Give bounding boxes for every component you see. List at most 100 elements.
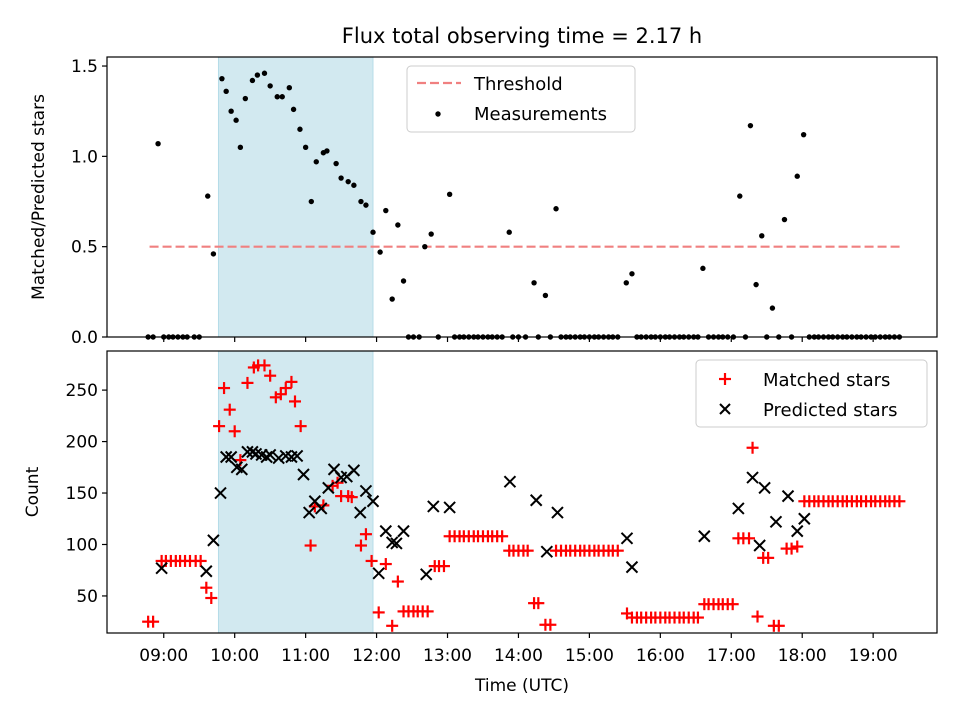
measurement-point bbox=[237, 144, 244, 151]
top-y-tick-label: 1.5 bbox=[71, 57, 98, 77]
top-legend: Threshold Measurements bbox=[406, 65, 636, 133]
measurement-point bbox=[308, 198, 315, 205]
matched-star-point bbox=[218, 382, 231, 395]
predicted-star-point bbox=[315, 502, 328, 515]
x-tick-label: 19:00 bbox=[849, 646, 898, 666]
x-tick-label: 13:00 bbox=[423, 646, 472, 666]
x-tick-label: 10:00 bbox=[210, 646, 259, 666]
predicted-star-point bbox=[791, 524, 804, 538]
matched-star-point bbox=[264, 369, 277, 382]
measurement-point bbox=[274, 94, 280, 100]
measurement-point bbox=[400, 278, 407, 284]
matched-star-point bbox=[194, 554, 207, 567]
predicted-star-point bbox=[354, 506, 367, 519]
matched-star-point bbox=[359, 528, 372, 541]
bottom-y-axis: 50 100 150 200 250 bbox=[66, 381, 107, 607]
predicted-star-point bbox=[347, 464, 361, 477]
bottom-x-axis: 09:00 10:00 11:00 12:00 13:00 14:00 15:00 16:00… bbox=[139, 633, 898, 666]
matched-star-point bbox=[532, 597, 545, 610]
predicted-star-point bbox=[246, 445, 259, 459]
matched-star-point bbox=[772, 619, 785, 632]
measurement-point bbox=[333, 160, 339, 167]
measurement-point bbox=[553, 206, 559, 212]
matched-star-point bbox=[279, 382, 292, 395]
bottom-legend-box bbox=[695, 359, 928, 428]
bottom-y-tick-label: 100 bbox=[66, 535, 98, 555]
measurement-point bbox=[267, 83, 273, 89]
top-y-tick-label: 0.0 bbox=[71, 328, 98, 348]
predicted-star-point bbox=[219, 450, 233, 464]
measurement-point bbox=[261, 70, 268, 76]
bottom-y-axis-label: Count bbox=[23, 466, 43, 517]
measurement-point bbox=[358, 198, 364, 205]
predicted-star-point bbox=[781, 489, 795, 503]
predicted-star-point bbox=[769, 515, 783, 529]
measurement-point bbox=[377, 249, 383, 255]
matched-star-point bbox=[285, 375, 298, 388]
measurement-point bbox=[313, 159, 319, 165]
predicted-star-point bbox=[260, 450, 273, 464]
predicted-star-point bbox=[758, 481, 771, 495]
matched-star-point bbox=[241, 376, 254, 389]
matched-star-point bbox=[421, 605, 434, 618]
measurement-point bbox=[338, 175, 344, 181]
measurement-point bbox=[623, 280, 629, 286]
matched-star-point bbox=[391, 575, 404, 588]
matched-star-point bbox=[893, 495, 906, 508]
measurement-point bbox=[345, 178, 351, 185]
legend-predicted-label: Predicted stars bbox=[763, 400, 897, 421]
measurement-point bbox=[205, 193, 211, 199]
measurement-point bbox=[395, 222, 401, 228]
top-y-tick-label: 0.5 bbox=[71, 238, 98, 258]
measurement-point bbox=[242, 95, 249, 102]
matched-star-point bbox=[743, 532, 756, 545]
matched-star-point bbox=[345, 491, 358, 504]
top-x-axis bbox=[163, 337, 874, 342]
predicted-star-point bbox=[397, 524, 410, 538]
predicted-star-point bbox=[732, 502, 745, 515]
measurement-point bbox=[531, 280, 537, 286]
top-panel: 0.0 0.5 1.0 1.5 Matched/Predicted stars Thr… bbox=[29, 56, 938, 348]
measurement-point bbox=[223, 88, 229, 95]
predicted-star-point bbox=[207, 534, 220, 547]
measurement-point bbox=[747, 122, 754, 129]
predicted-star-point bbox=[302, 506, 316, 519]
measurement-point bbox=[629, 271, 635, 277]
legend-threshold-label: Threshold bbox=[473, 74, 563, 95]
matched-star-point bbox=[365, 554, 378, 567]
matched-star-point bbox=[691, 611, 704, 624]
measurement-point bbox=[210, 251, 217, 257]
measurement-point bbox=[769, 305, 776, 311]
x-tick-label: 18:00 bbox=[778, 646, 827, 666]
matched-star-point bbox=[726, 598, 739, 611]
x-tick-label: 16:00 bbox=[636, 646, 685, 666]
top-y-axis-label: Matched/Predicted stars bbox=[29, 94, 49, 300]
x-tick-label: 17:00 bbox=[707, 646, 756, 666]
measurement-point bbox=[297, 126, 303, 132]
bottom-y-tick-label: 50 bbox=[76, 587, 98, 607]
matched-star-point bbox=[258, 359, 271, 372]
matched-star-point bbox=[544, 618, 557, 631]
bottom-plot-frame bbox=[106, 350, 938, 634]
count-series bbox=[142, 359, 906, 632]
legend-measurements-swatch bbox=[435, 111, 441, 117]
matched-star-point bbox=[379, 558, 392, 571]
measurement-point bbox=[228, 108, 234, 114]
matched-star-point bbox=[213, 420, 226, 433]
predicted-star-point bbox=[625, 560, 639, 574]
measurement-point bbox=[324, 148, 330, 154]
x-tick-label: 14:00 bbox=[494, 646, 543, 666]
measurement-point bbox=[737, 193, 743, 199]
predicted-star-point bbox=[798, 512, 811, 525]
measurement-point bbox=[286, 85, 293, 91]
matched-star-point bbox=[746, 441, 759, 454]
predicted-star-point bbox=[359, 484, 373, 498]
predicted-star-point bbox=[443, 501, 456, 514]
measurement-point bbox=[351, 182, 357, 188]
measurement-point bbox=[794, 173, 800, 179]
measurement-point bbox=[249, 77, 256, 84]
matched-star-point bbox=[785, 542, 798, 555]
matched-star-point bbox=[205, 592, 218, 605]
measurement-point bbox=[542, 292, 549, 299]
